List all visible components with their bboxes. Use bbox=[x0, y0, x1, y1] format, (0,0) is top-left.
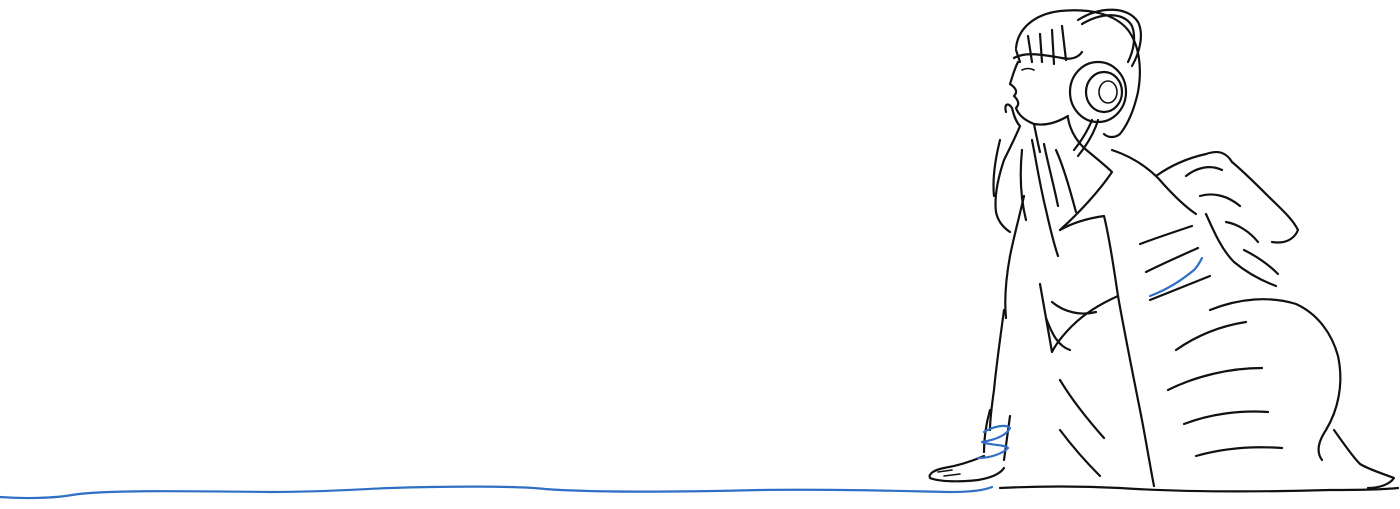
bow-tail bbox=[1204, 212, 1278, 288]
foot bbox=[1332, 428, 1396, 490]
obi-cord bbox=[1148, 256, 1204, 298]
kimono-lower bbox=[998, 298, 1400, 493]
headphones-icon bbox=[1068, 8, 1142, 158]
eye bbox=[1021, 67, 1035, 71]
hand-on-floor bbox=[928, 454, 1006, 483]
shoulder-back bbox=[1110, 148, 1198, 216]
floor-line bbox=[998, 485, 1400, 493]
body-front bbox=[988, 308, 1006, 432]
raised-hand bbox=[994, 103, 1022, 234]
collar-outer bbox=[1030, 138, 1060, 258]
headphone-earcup-inner bbox=[1098, 80, 1118, 104]
raised-forearm bbox=[992, 138, 1028, 222]
headphone-earcup-mid bbox=[1084, 70, 1124, 114]
neck bbox=[1032, 116, 1086, 154]
kimono-upper bbox=[988, 138, 1198, 488]
leg-front bbox=[1058, 378, 1106, 478]
bracelet bbox=[976, 424, 1012, 460]
sleeve-fold bbox=[1044, 300, 1098, 352]
headphone-band bbox=[1076, 8, 1142, 68]
face-profile bbox=[1008, 60, 1070, 126]
obi-band bbox=[1138, 224, 1212, 302]
chest-front bbox=[1004, 194, 1026, 320]
headphone-cable bbox=[0, 485, 994, 500]
bow-top bbox=[1154, 151, 1300, 244]
collar-right bbox=[1058, 146, 1114, 232]
collar-inner bbox=[1042, 142, 1078, 214]
body-mid bbox=[1116, 294, 1156, 488]
sleeve bbox=[1038, 214, 1120, 354]
skirt-folds bbox=[1166, 320, 1284, 458]
obi-bow bbox=[1138, 151, 1300, 302]
bow-folds bbox=[1184, 166, 1280, 276]
support-arm bbox=[928, 408, 1012, 483]
skirt-back bbox=[1208, 298, 1342, 462]
headphone-cord bbox=[1072, 118, 1100, 158]
fingers bbox=[937, 469, 961, 477]
hair-fringe-line bbox=[1012, 50, 1084, 60]
forearm bbox=[982, 408, 1012, 462]
